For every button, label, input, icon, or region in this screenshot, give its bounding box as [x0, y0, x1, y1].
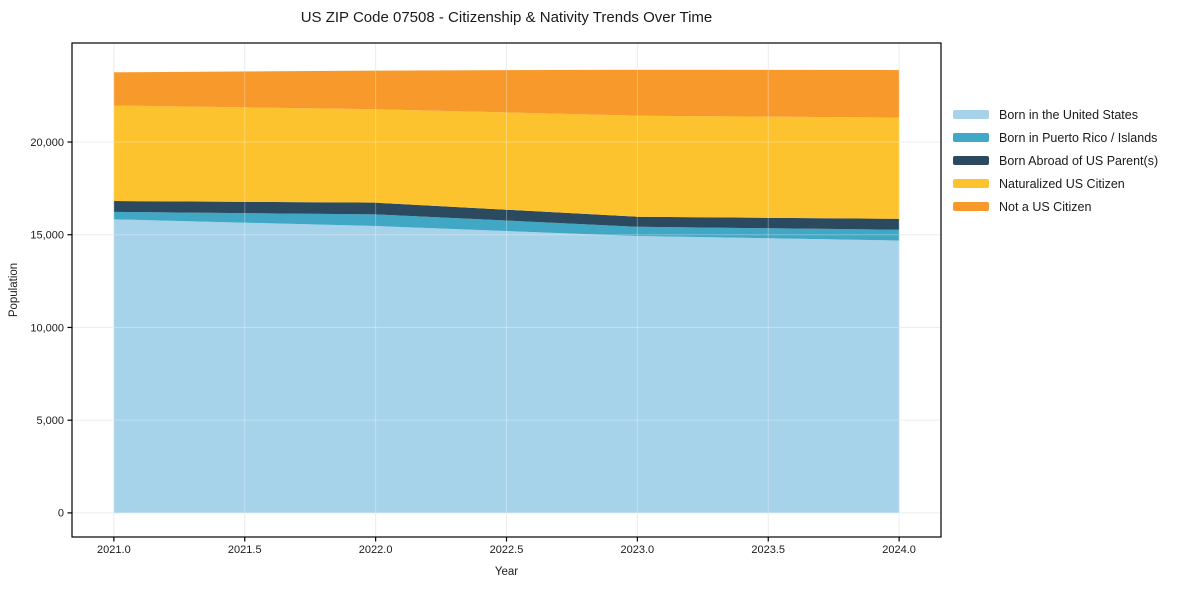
x-tick-label-2023.5: 2023.5	[751, 544, 785, 556]
x-tick-label-2022.5: 2022.5	[490, 544, 524, 556]
legend-swatch-born-in-the-united-states	[953, 110, 989, 119]
x-axis-label: Year	[494, 566, 519, 578]
legend-label-born-abroad-of-us-parent-s: Born Abroad of US Parent(s)	[999, 153, 1159, 168]
legend-item-not-a-us-citizen: Not a US Citizen	[953, 195, 1158, 218]
y-tick-label-0: 0	[58, 508, 64, 520]
legend-label-born-in-the-united-states: Born in the United States	[999, 107, 1138, 122]
y-tick-label-5000: 5,000	[36, 415, 64, 427]
y-axis-label: Population	[8, 262, 20, 318]
x-tick-label-2021.5: 2021.5	[228, 544, 262, 556]
y-tick-label-15000: 15,000	[30, 230, 64, 242]
y-tick-label-20000: 20,000	[30, 137, 64, 149]
legend-swatch-born-in-puerto-rico-islands	[953, 133, 989, 142]
x-tick-label-2021: 2021.0	[97, 544, 131, 556]
legend-item-born-in-the-united-states: Born in the United States	[953, 103, 1158, 126]
legend-label-born-in-puerto-rico-islands: Born in Puerto Rico / Islands	[999, 130, 1158, 145]
legend-label-naturalized-us-citizen: Naturalized US Citizen	[999, 176, 1125, 191]
legend-item-born-in-puerto-rico-islands: Born in Puerto Rico / Islands	[953, 126, 1158, 149]
legend-swatch-not-a-us-citizen	[953, 202, 989, 211]
x-tick-label-2024: 2024.0	[882, 544, 916, 556]
legend-item-born-abroad-of-us-parent-s: Born Abroad of US Parent(s)	[953, 149, 1158, 172]
legend-item-naturalized-us-citizen: Naturalized US Citizen	[953, 172, 1158, 195]
area-born-in-the-united-states	[113, 219, 900, 513]
area-born-in-puerto-rico-islands	[113, 211, 900, 241]
legend: Born in the United States Born in Puerto …	[953, 103, 1158, 218]
legend-swatch-born-abroad-of-us-parent-s	[953, 156, 989, 165]
area-naturalized-us-citizen	[113, 105, 900, 219]
y-tick-label-10000: 10,000	[30, 322, 64, 334]
area-not-a-us-citizen	[113, 69, 900, 118]
area-born-abroad-of-us-parent-s	[113, 200, 900, 230]
chart-title: US ZIP Code 07508 - Citizenship & Nativi…	[300, 9, 713, 26]
legend-label-not-a-us-citizen: Not a US Citizen	[999, 199, 1092, 214]
x-tick-label-2022: 2022.0	[359, 544, 393, 556]
legend-swatch-naturalized-us-citizen	[953, 179, 989, 188]
x-tick-label-2023: 2023.0	[621, 544, 655, 556]
